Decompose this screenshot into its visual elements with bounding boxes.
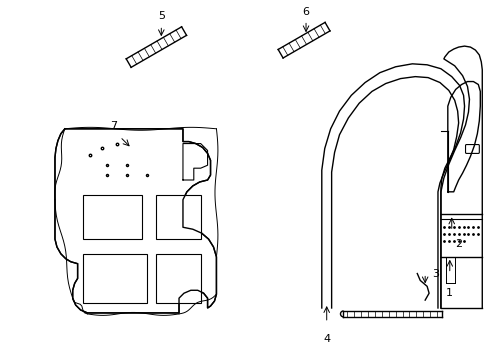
Text: 6: 6 bbox=[302, 6, 309, 17]
Text: 1: 1 bbox=[446, 288, 452, 298]
Polygon shape bbox=[55, 129, 216, 313]
Bar bbox=[82, 195, 142, 239]
Text: 3: 3 bbox=[431, 269, 438, 279]
Bar bbox=[82, 254, 146, 303]
Bar bbox=[156, 254, 200, 303]
Text: 5: 5 bbox=[158, 12, 164, 22]
Bar bbox=[156, 195, 200, 239]
FancyBboxPatch shape bbox=[465, 145, 478, 153]
Text: 2: 2 bbox=[454, 239, 461, 249]
Text: 7: 7 bbox=[110, 121, 118, 131]
Text: 4: 4 bbox=[323, 334, 329, 343]
